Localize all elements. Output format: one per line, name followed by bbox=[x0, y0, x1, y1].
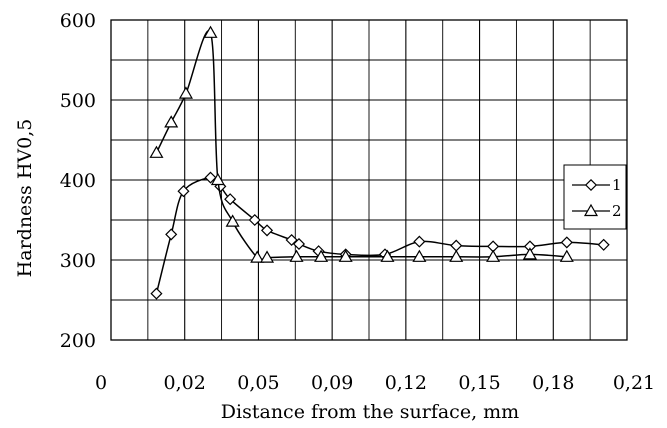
series-2-point bbox=[149, 145, 164, 158]
series-2-point bbox=[338, 249, 353, 262]
y-axis-label: Hardness HV0,5 bbox=[14, 119, 36, 278]
x-axis-label: Distance from the surface, mm bbox=[221, 401, 519, 423]
series-1-point bbox=[560, 236, 573, 249]
y-tick-label: 600 bbox=[60, 10, 96, 32]
series-layer bbox=[149, 25, 610, 300]
series-2-point bbox=[559, 249, 574, 262]
y-tick-label: 300 bbox=[60, 250, 96, 272]
series-1-point bbox=[248, 213, 261, 227]
series-1-point bbox=[450, 239, 463, 252]
series-1-point bbox=[413, 235, 426, 248]
legend: 12 bbox=[563, 164, 627, 230]
series-1-point bbox=[285, 233, 298, 247]
series-2-point bbox=[225, 214, 240, 227]
x-tick-label: 0,09 bbox=[311, 372, 353, 394]
grid-lines bbox=[111, 20, 627, 340]
series-2-point bbox=[178, 86, 193, 99]
series-line-2 bbox=[155, 30, 567, 261]
legend-label-1: 1 bbox=[612, 176, 622, 194]
x-tick-label: 0,05 bbox=[237, 372, 279, 394]
x-tick-label: 0,21 bbox=[613, 372, 655, 394]
x-tick-label: 0,12 bbox=[385, 372, 427, 394]
plot-area-frame bbox=[110, 19, 628, 341]
x-axis-tick-labels: 0 0,02 0,05 0,09 0,12 0,15 0,18 0,21 bbox=[95, 372, 655, 394]
y-axis-tick-labels: 200 300 400 500 600 bbox=[60, 10, 96, 352]
series-2-point bbox=[164, 115, 179, 128]
series-1-point bbox=[597, 238, 610, 251]
series-2-point bbox=[486, 249, 501, 262]
series-2-point bbox=[412, 249, 427, 262]
series-1-point bbox=[224, 193, 237, 206]
series-1-point bbox=[150, 287, 163, 300]
series-2-point bbox=[210, 172, 225, 186]
series-line-1 bbox=[155, 176, 604, 294]
series-2-point bbox=[314, 249, 329, 262]
y-tick-label: 400 bbox=[60, 170, 96, 192]
x-tick-label: 0,18 bbox=[532, 372, 574, 394]
series-1-point bbox=[260, 224, 274, 237]
series-2-point bbox=[289, 249, 304, 262]
y-tick-label: 500 bbox=[60, 90, 96, 112]
legend-marker-2 bbox=[583, 203, 599, 217]
series-2-point bbox=[203, 25, 218, 38]
legend-box bbox=[563, 164, 627, 230]
series-1-point bbox=[165, 228, 178, 241]
series-1-point bbox=[204, 171, 217, 184]
legend-label-2: 2 bbox=[612, 202, 622, 220]
series-2-point bbox=[250, 250, 265, 263]
x-tick-label: 0 bbox=[95, 372, 107, 394]
series-2-point bbox=[522, 247, 537, 260]
series-2 bbox=[149, 25, 574, 263]
x-tick-label: 0,02 bbox=[164, 372, 206, 394]
series-2-point bbox=[449, 249, 464, 262]
series-1-point bbox=[177, 185, 190, 198]
series-2-point bbox=[259, 250, 275, 263]
legend-marker-1 bbox=[584, 178, 598, 192]
y-tick-label: 200 bbox=[60, 330, 96, 352]
series-1-point bbox=[292, 237, 306, 251]
x-tick-label: 0,15 bbox=[458, 372, 500, 394]
series-2-point bbox=[380, 249, 395, 262]
